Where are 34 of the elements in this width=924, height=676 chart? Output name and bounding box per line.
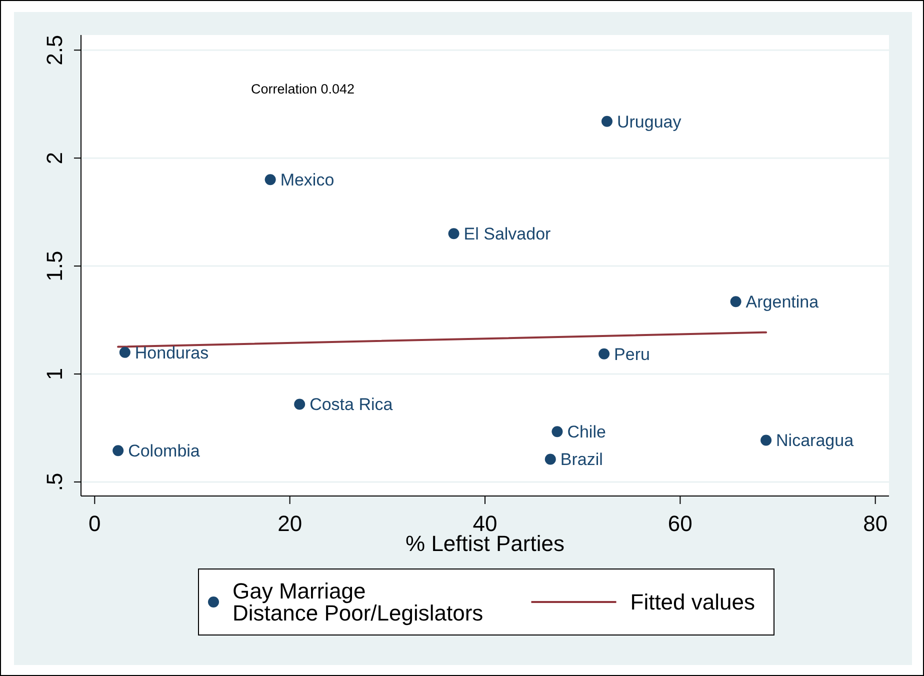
- annotation: Brazil: [560, 450, 603, 470]
- point: [264, 174, 276, 186]
- annotation: Argentina: [746, 292, 820, 312]
- annotation: Uruguay: [616, 112, 682, 132]
- annotation: Chile: [567, 422, 606, 442]
- annotation: Honduras: [134, 343, 209, 362]
- point: [730, 296, 742, 308]
- x-tick-label: 60: [668, 511, 692, 536]
- x-tick-label: 0: [88, 511, 101, 536]
- point: [760, 434, 772, 446]
- y-tick-label: .5: [42, 472, 67, 492]
- y-tick-label: 2.5: [42, 34, 67, 66]
- point: [552, 426, 563, 438]
- point: [598, 348, 610, 360]
- point: [601, 116, 612, 127]
- y-tick-label: 1: [42, 368, 67, 380]
- y-tick-label: 2: [42, 152, 67, 164]
- annotation: El Salvador: [464, 224, 552, 244]
- point: [112, 445, 124, 456]
- legend-label: Gay Marriage Distance Poor/Legislators: [232, 578, 484, 626]
- x-tick-label: 80: [863, 511, 888, 536]
- point: [294, 398, 306, 410]
- x-tick-label: 20: [278, 511, 302, 536]
- annotation: Correlation 0.042: [251, 82, 355, 97]
- annotation: Costa Rica: [310, 395, 394, 414]
- point: [119, 346, 130, 358]
- point: [544, 454, 556, 465]
- legend-label: Fitted values: [630, 590, 755, 615]
- y-tick-label: 1.5: [42, 250, 67, 282]
- annotation: Nicaragua: [776, 431, 854, 450]
- annotation: Mexico: [280, 170, 334, 190]
- annotation: Peru: [614, 344, 650, 364]
- annotation: Colombia: [128, 442, 200, 461]
- point: [448, 228, 460, 240]
